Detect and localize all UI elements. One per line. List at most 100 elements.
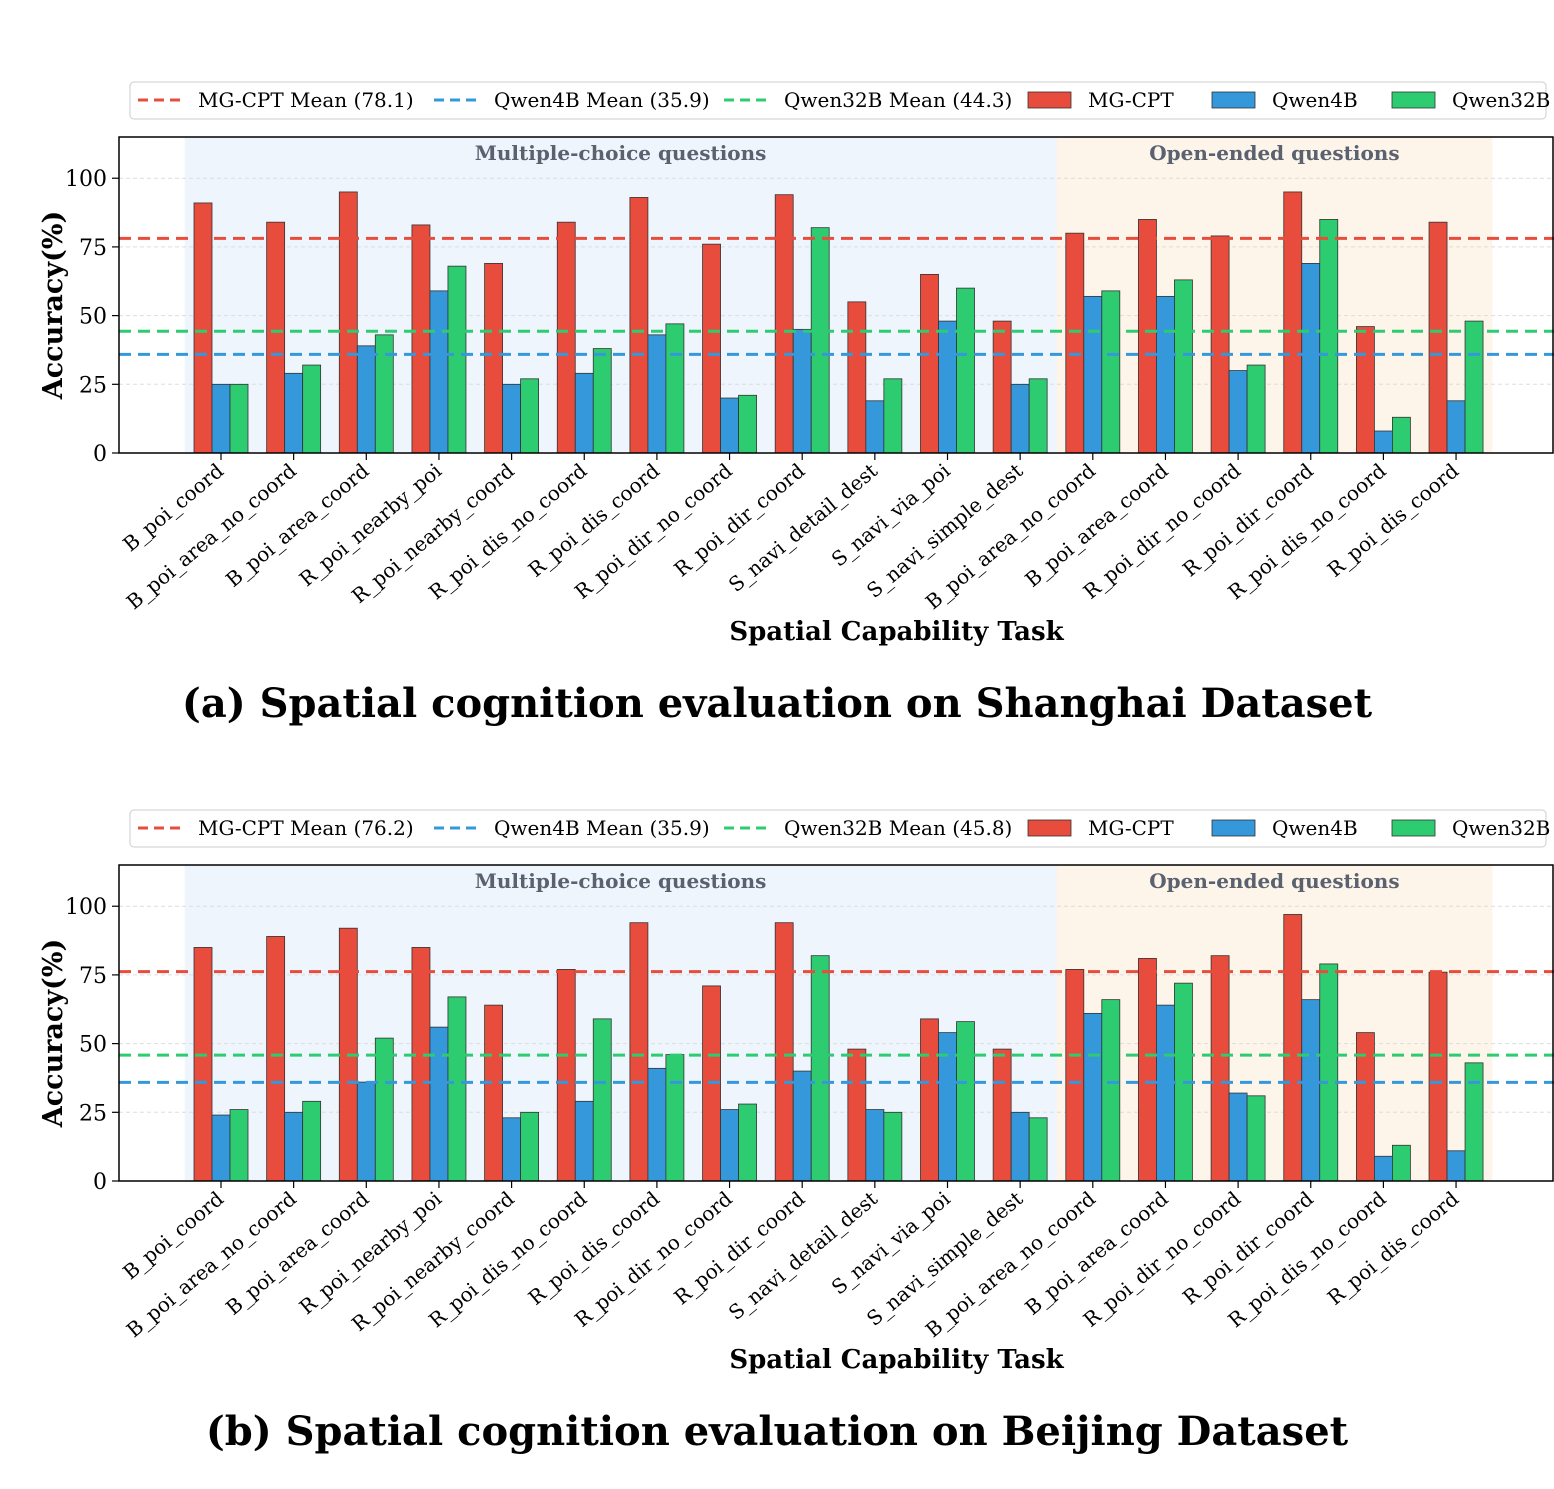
bar xyxy=(502,383,522,454)
legend-label: Qwen4B Mean (35.9) xyxy=(494,816,710,840)
bar xyxy=(374,1037,394,1182)
legend-label: MG-CPT Mean (78.1) xyxy=(198,88,414,112)
y-axis-label: Accuracy(%) xyxy=(38,211,69,401)
bar xyxy=(629,922,649,1182)
x-tick-label: R_poi_dis_coord xyxy=(523,1186,664,1310)
x-tick-label: R_poi_dis_coord xyxy=(1323,458,1464,582)
legend-label: MG-CPT Mean (76.2) xyxy=(198,816,414,840)
bar xyxy=(1028,378,1048,454)
region-label: Open-ended questions xyxy=(1149,869,1399,893)
bar xyxy=(1246,1095,1266,1182)
legend-color-swatch xyxy=(1027,91,1072,109)
bar xyxy=(429,290,449,454)
bar xyxy=(956,287,975,454)
bar xyxy=(992,320,1012,454)
plot-frame xyxy=(118,136,1554,454)
bar xyxy=(920,1018,939,1182)
bar xyxy=(1446,1150,1466,1182)
bar xyxy=(592,1018,612,1182)
bar xyxy=(865,400,885,454)
y-tick-label: 50 xyxy=(79,1033,107,1058)
legend-label: Qwen4B xyxy=(1272,88,1358,112)
bar xyxy=(229,1109,249,1182)
legend-label: Qwen4B xyxy=(1272,816,1358,840)
region-background xyxy=(184,865,1057,1181)
chart-panel-beijing: Multiple-choice questions Open-ended ques… xyxy=(0,728,1554,1456)
bar xyxy=(574,372,594,454)
bar xyxy=(1228,370,1248,454)
bar xyxy=(193,947,213,1182)
bar xyxy=(792,328,812,454)
bar xyxy=(356,1081,376,1182)
y-tick-label: 25 xyxy=(79,1101,107,1126)
bar xyxy=(847,301,867,454)
bar xyxy=(1301,262,1321,454)
bar xyxy=(647,1067,667,1182)
bar xyxy=(883,1111,903,1182)
y-tick-label: 0 xyxy=(93,1170,107,1195)
chart-caption: (a) Spatial cognition evaluation on Shan… xyxy=(181,680,1373,727)
x-axis-label: Spatial Capability Task xyxy=(729,617,1064,647)
legend-color-swatch xyxy=(1211,91,1256,109)
bar xyxy=(629,197,649,454)
chart-shanghai: Multiple-choice questions Open-ended ques… xyxy=(38,81,1554,647)
bar xyxy=(1210,955,1230,1182)
x-tick-label: R_poi_dir_coord xyxy=(1178,458,1318,581)
region-background xyxy=(184,137,1057,453)
legend-color-swatch xyxy=(1027,819,1072,837)
legend-box xyxy=(129,809,1547,848)
bar xyxy=(556,969,576,1182)
bar xyxy=(1428,971,1448,1182)
x-tick-label: R_poi_dir_coord xyxy=(669,1186,809,1309)
bar xyxy=(1374,430,1393,454)
legend-color-swatch xyxy=(1391,819,1436,837)
bar xyxy=(738,394,757,454)
bar xyxy=(774,922,794,1182)
bar xyxy=(1301,999,1321,1182)
legend-label: Qwen32B xyxy=(1452,88,1550,112)
legend-label: Qwen4B Mean (35.9) xyxy=(494,88,710,112)
bar xyxy=(1356,326,1375,454)
y-tick-label: 0 xyxy=(93,442,107,467)
bar xyxy=(374,334,394,454)
bar xyxy=(956,1021,975,1182)
y-tick-label: 75 xyxy=(79,964,107,989)
region-label: Multiple-choice questions xyxy=(475,869,767,893)
x-tick-label: R_poi_dir_coord xyxy=(669,458,809,581)
bar xyxy=(1065,232,1085,454)
bar xyxy=(992,1048,1012,1182)
bar xyxy=(411,224,431,454)
bar xyxy=(1156,1004,1175,1182)
x-tick-label: R_poi_dir_coord xyxy=(1178,1186,1318,1309)
x-axis-label: Spatial Capability Task xyxy=(729,1345,1064,1375)
bar xyxy=(520,378,539,454)
bar xyxy=(702,243,721,454)
bar xyxy=(1138,219,1157,454)
bar xyxy=(792,1070,812,1182)
bar xyxy=(284,1111,304,1182)
region-label: Multiple-choice questions xyxy=(475,141,767,165)
bar xyxy=(411,947,431,1182)
bar xyxy=(1464,320,1484,454)
bar xyxy=(1283,191,1303,454)
bar xyxy=(447,265,467,454)
bar xyxy=(738,1103,757,1182)
bar xyxy=(1319,219,1339,454)
bar xyxy=(1083,1012,1103,1182)
y-tick-label: 50 xyxy=(79,305,107,330)
plot-frame xyxy=(118,864,1554,1182)
bar xyxy=(429,1026,449,1182)
bar xyxy=(1283,914,1303,1182)
bar xyxy=(810,955,830,1182)
bar xyxy=(1446,400,1466,454)
bar xyxy=(1065,969,1085,1182)
bar xyxy=(502,1117,522,1182)
legend-label: MG-CPT xyxy=(1088,816,1174,840)
bar xyxy=(1246,364,1266,454)
bar xyxy=(1174,279,1193,454)
legend-color-swatch xyxy=(1391,91,1436,109)
y-tick-label: 25 xyxy=(79,373,107,398)
bar xyxy=(284,372,304,454)
bar xyxy=(211,383,231,454)
bar xyxy=(1101,999,1121,1182)
